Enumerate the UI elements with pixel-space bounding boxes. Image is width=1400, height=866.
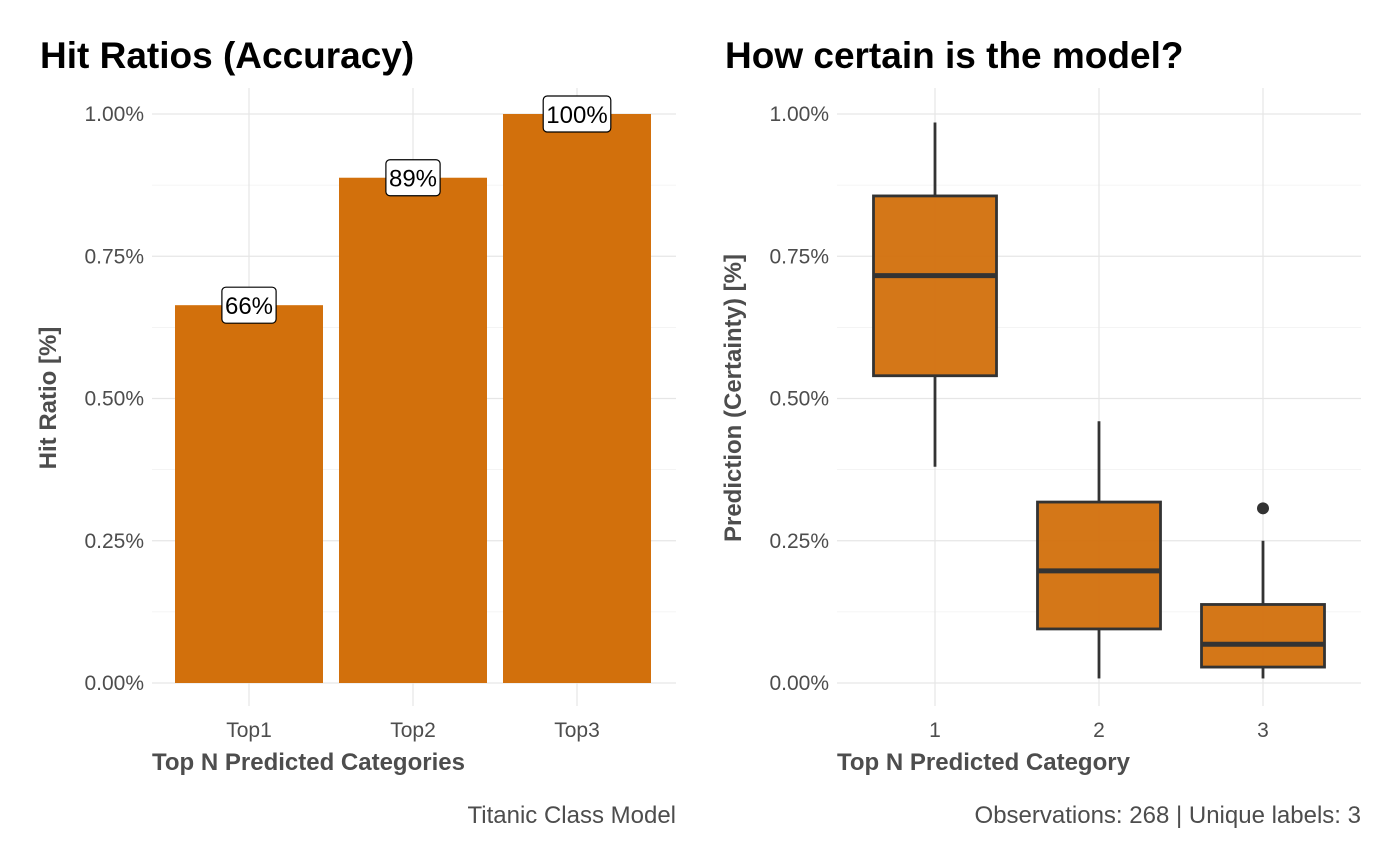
certainty-x-ticks: 1 2 3 — [929, 719, 1269, 742]
bar-top2 — [339, 177, 487, 683]
hit-ratio-bars — [175, 114, 651, 683]
hit-ratio-y-tick-label: 0.50% — [84, 388, 144, 411]
hit-ratio-y-tick-label: 0.25% — [84, 530, 144, 553]
box-category-1 — [872, 122, 998, 467]
certainty-panel: How certain is the model? 0.00% 0.25% 0.50… — [720, 35, 1361, 829]
hit-ratio-x-tick-label: Top3 — [554, 719, 600, 742]
hit-ratio-y-axis-title: Hit Ratio [%] — [35, 327, 62, 470]
certainty-y-tick-label: 0.25% — [769, 530, 829, 553]
data-label-box — [385, 159, 441, 197]
certainty-y-tick-label: 0.75% — [769, 245, 829, 268]
certainty-x-axis-title: Top N Predicted Category — [837, 749, 1131, 776]
hit-ratio-x-axis-title: Top N Predicted Categories — [152, 749, 465, 776]
data-label-box — [221, 286, 277, 324]
certainty-x-tick-label: 3 — [1257, 719, 1269, 742]
certainty-title: How certain is the model? — [725, 35, 1183, 76]
hit-ratio-y-tick-label: 0.00% — [84, 672, 144, 695]
data-label-box — [542, 95, 612, 133]
outlier-point — [1257, 502, 1269, 515]
data-label-top1: 66% — [221, 286, 277, 324]
hit-ratio-x-tick-label: Top2 — [390, 719, 436, 742]
certainty-y-tick-label: 0.50% — [769, 388, 829, 411]
data-label-top2: 89% — [385, 159, 441, 197]
certainty-y-axis-title: Prediction (Certainty) [%] — [720, 254, 747, 542]
certainty-y-tick-label: 1.00% — [769, 103, 829, 126]
box-category-3 — [1200, 502, 1326, 679]
hit-ratio-x-tick-label: Top1 — [226, 719, 272, 742]
certainty-caption: Observations: 268 | Unique labels: 3 — [975, 802, 1361, 829]
hit-ratio-panel: Hit Ratios (Accuracy) 0.00% 0.25% 0.50% 0.7… — [35, 35, 676, 829]
bar-top3 — [503, 114, 651, 683]
box-category-2 — [1036, 421, 1162, 679]
box-iqr — [1200, 603, 1326, 669]
hit-ratio-caption: Titanic Class Model — [467, 802, 676, 829]
bar-top1 — [175, 305, 323, 683]
data-label-text: 66% — [225, 293, 273, 320]
hit-ratio-y-ticks: 0.00% 0.25% 0.50% 0.75% 1.00% — [84, 103, 144, 695]
certainty-x-tick-label: 2 — [1093, 719, 1105, 742]
certainty-boxes — [872, 122, 1326, 679]
hit-ratio-y-tick-label: 1.00% — [84, 103, 144, 126]
box-iqr — [872, 194, 998, 378]
data-label-top3: 100% — [542, 95, 612, 133]
data-label-text: 89% — [389, 166, 437, 193]
data-label-text: 100% — [546, 102, 607, 129]
certainty-y-tick-label: 0.00% — [769, 672, 829, 695]
hit-ratio-x-ticks: Top1 Top2 Top3 — [226, 719, 600, 742]
certainty-y-ticks: 0.00% 0.25% 0.50% 0.75% 1.00% — [769, 103, 829, 695]
certainty-x-tick-label: 1 — [929, 719, 941, 742]
box-iqr — [1036, 500, 1162, 631]
hit-ratio-data-labels: 66% 89% 100% — [221, 95, 612, 324]
hit-ratio-y-tick-label: 0.75% — [84, 245, 144, 268]
hit-ratio-title: Hit Ratios (Accuracy) — [40, 35, 414, 76]
